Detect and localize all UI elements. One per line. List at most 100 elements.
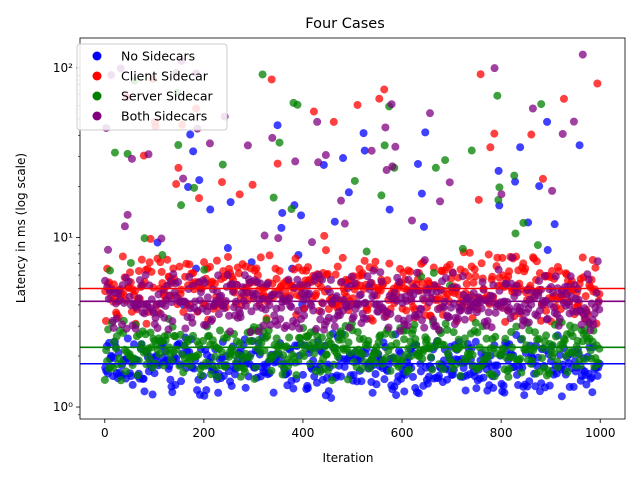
data-point — [224, 252, 233, 261]
data-point — [556, 350, 565, 359]
data-point — [521, 264, 530, 273]
legend-label-0: No Sidecars — [121, 49, 195, 64]
data-point — [218, 160, 227, 169]
data-point — [347, 272, 356, 281]
data-point — [102, 346, 111, 355]
data-point — [506, 314, 515, 323]
data-point — [203, 293, 212, 302]
data-point — [300, 311, 309, 320]
data-point — [316, 315, 325, 324]
data-point — [441, 274, 450, 283]
data-point — [332, 292, 341, 301]
data-point — [112, 344, 121, 353]
data-point — [436, 197, 445, 206]
data-point — [578, 50, 587, 59]
data-point — [498, 253, 507, 262]
data-point — [308, 238, 317, 247]
data-point — [164, 325, 173, 334]
data-point — [202, 386, 211, 395]
data-point — [371, 369, 380, 378]
data-point — [300, 352, 309, 361]
data-point — [340, 219, 349, 228]
data-point — [395, 278, 404, 287]
data-point — [256, 253, 265, 262]
data-point — [408, 216, 417, 225]
data-point — [410, 320, 419, 329]
data-point — [291, 157, 300, 166]
data-point — [543, 314, 552, 323]
data-point — [120, 222, 129, 231]
data-point — [362, 314, 371, 323]
data-point — [586, 346, 595, 355]
data-point — [458, 244, 467, 253]
data-point — [329, 117, 338, 126]
data-point — [103, 245, 112, 254]
data-point — [309, 306, 318, 315]
data-point — [560, 336, 569, 345]
data-point — [537, 100, 546, 109]
data-point — [188, 318, 197, 327]
data-point — [595, 305, 604, 314]
data-point — [353, 100, 362, 109]
data-point — [333, 352, 342, 361]
data-point — [372, 380, 381, 389]
data-point — [595, 344, 604, 353]
data-point — [246, 328, 255, 337]
data-point — [477, 304, 486, 313]
data-point — [484, 308, 493, 317]
data-point — [507, 327, 516, 336]
data-point — [535, 182, 544, 191]
data-point — [443, 325, 452, 334]
data-point — [487, 323, 496, 332]
data-point — [318, 275, 327, 284]
data-point — [388, 330, 397, 339]
data-point — [376, 268, 385, 277]
data-point — [272, 334, 281, 343]
data-point — [519, 218, 528, 227]
data-point — [223, 244, 232, 253]
data-point — [272, 274, 281, 283]
data-point — [147, 267, 156, 276]
data-point — [185, 273, 194, 282]
data-point — [467, 146, 476, 155]
data-point — [418, 354, 427, 363]
data-point — [222, 360, 231, 369]
data-point — [392, 339, 401, 348]
data-point — [273, 159, 282, 168]
data-point — [142, 319, 151, 328]
data-point — [184, 183, 193, 192]
data-point — [268, 133, 277, 142]
data-point — [581, 355, 590, 364]
data-point — [423, 379, 432, 388]
data-point — [419, 222, 428, 231]
data-point — [413, 159, 422, 168]
data-point — [356, 290, 365, 299]
data-point — [520, 391, 529, 400]
data-point — [422, 335, 431, 344]
data-point — [317, 307, 326, 316]
data-point — [479, 373, 488, 382]
series-2-points — [100, 70, 604, 385]
data-point — [458, 272, 467, 281]
data-point — [157, 267, 166, 276]
legend-label-2: Server Sidecar — [121, 89, 214, 104]
data-point — [365, 285, 374, 294]
data-point — [404, 275, 413, 284]
data-point — [269, 290, 278, 299]
data-point — [121, 367, 130, 376]
data-point — [227, 381, 236, 390]
data-point — [247, 336, 256, 345]
data-point — [153, 324, 162, 333]
data-point — [448, 268, 457, 277]
data-point — [326, 275, 335, 284]
data-point — [214, 310, 223, 319]
data-point — [493, 361, 502, 370]
data-point — [133, 371, 142, 380]
data-point — [265, 251, 274, 260]
data-point — [542, 306, 551, 315]
data-point — [176, 330, 185, 339]
data-point — [141, 271, 150, 280]
y-tick-label: 10¹ — [53, 230, 73, 244]
data-point — [254, 327, 263, 336]
